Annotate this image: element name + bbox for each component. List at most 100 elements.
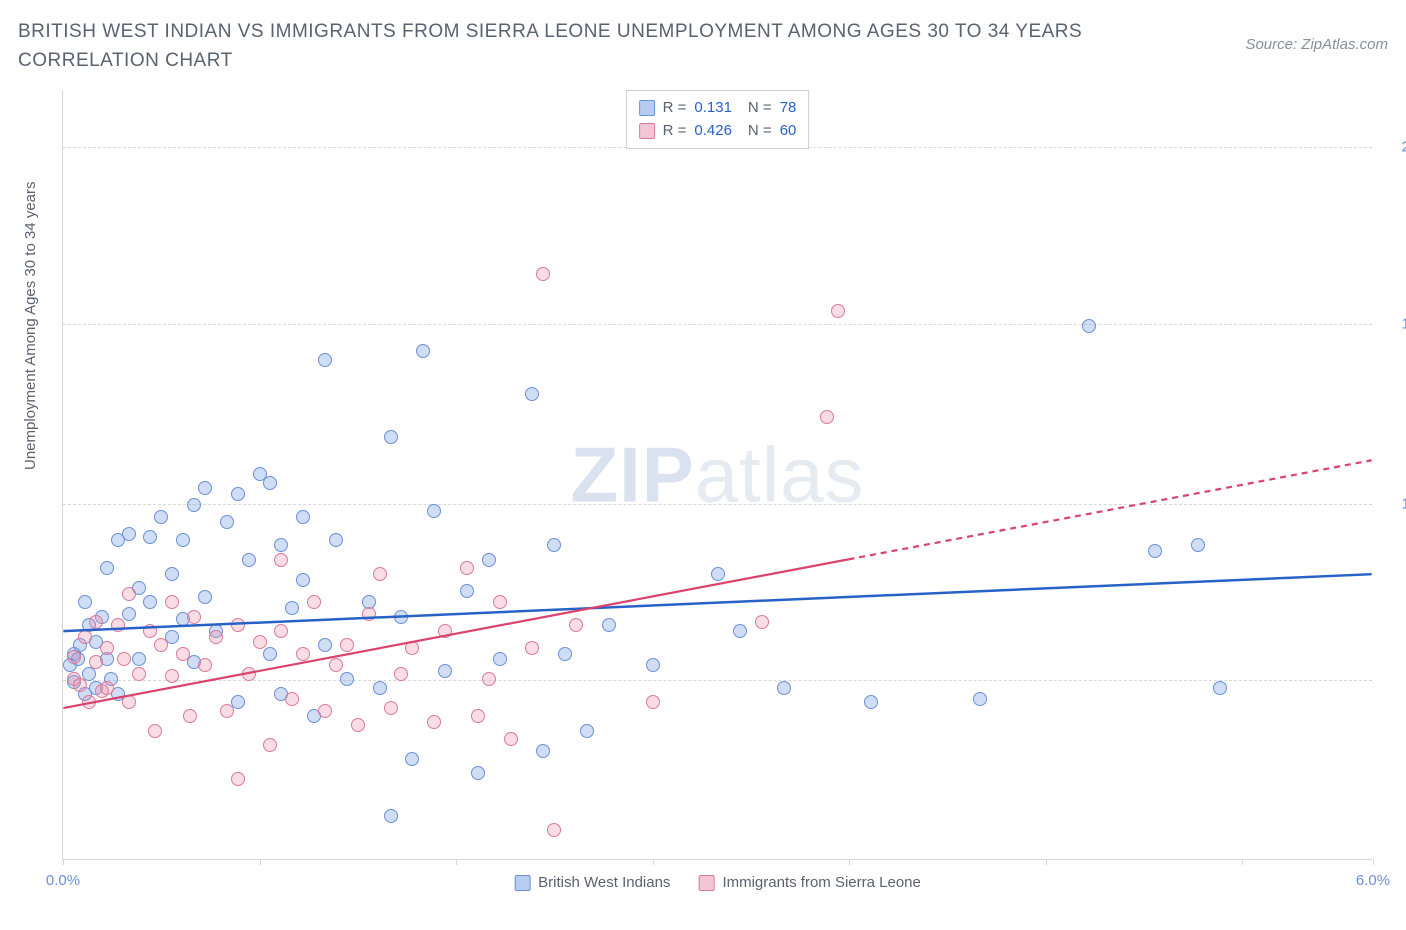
data-point [525,641,539,655]
data-point [285,692,299,706]
data-point [285,601,299,615]
data-point [340,638,354,652]
data-point [569,618,583,632]
data-point [733,624,747,638]
data-point [482,672,496,686]
data-point [296,647,310,661]
data-point [831,304,845,318]
xtick-label: 0.0% [46,872,80,889]
chart-header: BRITISH WEST INDIAN VS IMMIGRANTS FROM S… [18,18,1388,75]
data-point [580,724,594,738]
data-point [165,567,179,581]
data-point [154,638,168,652]
data-point [78,630,92,644]
stats-legend: R = 0.131 N = 78 R = 0.426 N = 60 [626,90,810,149]
data-point [263,738,277,752]
data-point [602,618,616,632]
data-point [117,652,131,666]
data-point [122,607,136,621]
data-point [1148,544,1162,558]
data-point [405,641,419,655]
data-point [384,430,398,444]
data-point [148,724,162,738]
data-point [1082,319,1096,333]
data-point [777,681,791,695]
data-point [307,595,321,609]
data-point [274,624,288,638]
data-point [318,638,332,652]
data-point [263,476,277,490]
data-point [820,410,834,424]
data-point [242,553,256,567]
data-point [482,553,496,567]
swatch-series-1 [639,100,655,116]
gridline [63,504,1372,505]
data-point [471,709,485,723]
xtick [63,859,64,865]
data-point [296,573,310,587]
data-point [176,647,190,661]
ytick-label: 12.5% [1384,495,1406,512]
data-point [165,669,179,683]
data-point [471,766,485,780]
data-point [176,533,190,547]
data-point [89,615,103,629]
gridline [63,680,1372,681]
stats-row-2: R = 0.426 N = 60 [639,120,797,143]
data-point [340,672,354,686]
data-point [231,772,245,786]
data-point [351,718,365,732]
data-point [536,267,550,281]
gridline [63,324,1372,325]
xtick [1373,859,1374,865]
data-point [384,809,398,823]
data-point [646,695,660,709]
data-point [427,715,441,729]
data-point [187,498,201,512]
data-point [89,655,103,669]
data-point [405,752,419,766]
data-point [394,610,408,624]
data-point [384,701,398,715]
xtick [849,859,850,865]
data-point [100,681,114,695]
data-point [329,658,343,672]
data-point [416,344,430,358]
data-point [132,667,146,681]
series-legend: British West Indians Immigrants from Sie… [514,874,921,891]
plot-area: ZIPatlas R = 0.131 N = 78 R = 0.426 N = … [62,90,1372,860]
data-point [165,595,179,609]
swatch-series-2 [639,123,655,139]
data-point [864,695,878,709]
data-point [209,630,223,644]
data-point [711,567,725,581]
data-point [493,595,507,609]
xtick-label: 6.0% [1356,872,1390,889]
swatch-series-1-icon [514,875,530,891]
data-point [143,595,157,609]
data-point [122,587,136,601]
data-point [318,353,332,367]
data-point [547,538,561,552]
data-point [100,641,114,655]
chart-title: BRITISH WEST INDIAN VS IMMIGRANTS FROM S… [18,18,1118,75]
data-point [231,618,245,632]
xtick [653,859,654,865]
data-point [394,667,408,681]
data-point [242,667,256,681]
data-point [198,481,212,495]
chart-source: Source: ZipAtlas.com [1245,36,1388,53]
data-point [67,650,81,664]
data-point [143,530,157,544]
data-point [274,553,288,567]
data-point [183,709,197,723]
data-point [373,681,387,695]
data-point [187,610,201,624]
ytick-label: 18.8% [1384,315,1406,332]
y-axis-label: Unemployment Among Ages 30 to 34 years [22,181,39,470]
data-point [536,744,550,758]
data-point [438,624,452,638]
data-point [558,647,572,661]
data-point [755,615,769,629]
data-point [220,515,234,529]
